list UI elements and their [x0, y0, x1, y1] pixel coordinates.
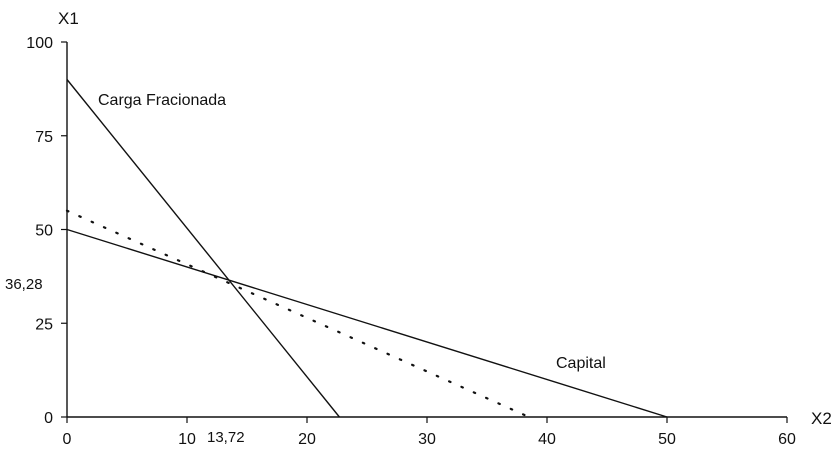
intersection-y-annotation: 36,28: [5, 276, 43, 293]
x-tick-label: 60: [778, 431, 796, 448]
x-tick-label: 30: [418, 431, 436, 448]
x-ticks: 0 10 20 30 40 50 60: [63, 417, 796, 448]
y-tick-label: 75: [35, 129, 53, 146]
x-tick-label: 20: [298, 431, 316, 448]
y-tick-label: 100: [26, 35, 53, 52]
series-label-capital: Capital: [556, 355, 606, 372]
x-axis-label: X2: [811, 409, 832, 428]
x-tick-label: 10: [178, 431, 196, 448]
y-ticks: 0 25 50 75 100: [26, 35, 67, 427]
y-tick-label: 25: [35, 316, 53, 333]
y-tick-label: 0: [44, 410, 53, 427]
series-line-capital: [66, 228, 668, 418]
x-tick-label: 0: [63, 431, 72, 448]
series-line-carga-fracionada: [66, 79, 340, 418]
series-label-carga-fracionada: Carga Fracionada: [98, 92, 226, 109]
y-tick-label: 50: [35, 223, 53, 240]
x-tick-label: 40: [538, 431, 556, 448]
series-group: [65, 79, 668, 419]
y-axis-label: X1: [58, 9, 79, 28]
intersection-x-annotation: 13,72: [207, 429, 245, 446]
series-line-dotted: [65, 209, 531, 419]
x-tick-label: 50: [658, 431, 676, 448]
